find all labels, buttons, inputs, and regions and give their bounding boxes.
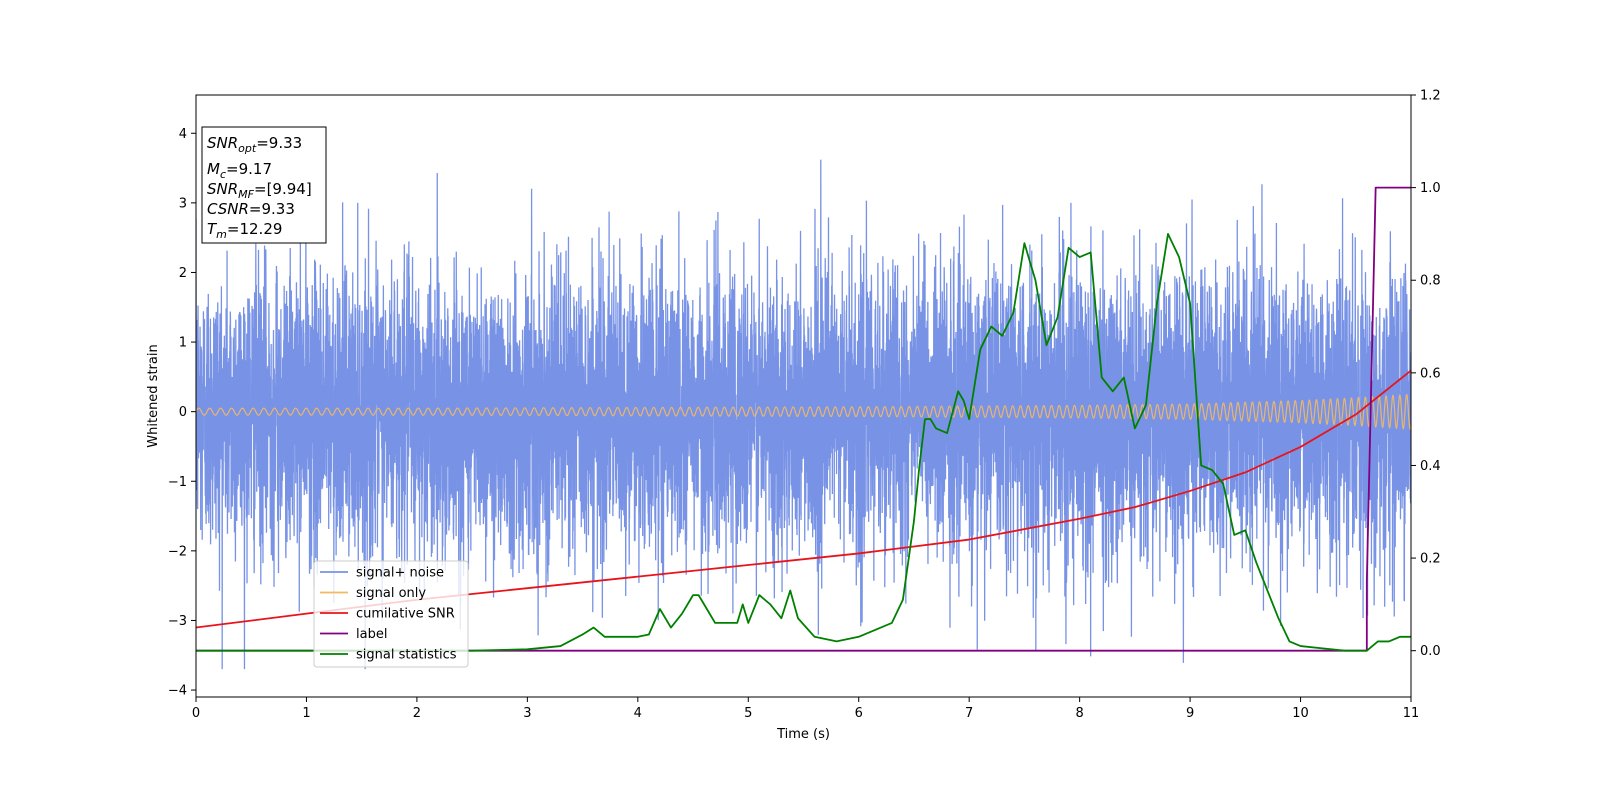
- legend: signal+ noise signal only cumilative SNR la…: [313, 560, 469, 668]
- y-tick-label: 2: [179, 266, 187, 281]
- info-line: Tm=12.29: [207, 220, 282, 241]
- info-symbol: SNR: [207, 180, 238, 198]
- legend-entry-label: cumilative SNR: [356, 607, 455, 622]
- x-tick-label: 2: [413, 706, 421, 721]
- info-symbol: SNR: [207, 134, 238, 152]
- info-line: Mc=9.17: [207, 160, 272, 181]
- info-subscript: m: [216, 228, 227, 241]
- info-value: =9.17: [226, 160, 272, 178]
- legend-frame: [313, 560, 469, 668]
- x-tick-label: 11: [1403, 706, 1420, 721]
- y-tick-label: 3: [179, 196, 187, 211]
- y-tick-label: −1: [168, 475, 187, 490]
- info-subscript: c: [220, 168, 226, 181]
- legend-entry-label: signal statistics: [356, 648, 457, 663]
- y2-tick-label: 0.4: [1420, 459, 1441, 474]
- series-signal-statistics-line: [196, 233, 1411, 652]
- y-tick-label: −2: [168, 544, 187, 559]
- series-signal-noise-line: [196, 159, 1411, 670]
- info-box-frame: [201, 126, 327, 244]
- info-line: SNRMF=[9.94]: [207, 180, 312, 201]
- y2-tick-label: 1.2: [1420, 89, 1441, 104]
- info-value: =9.33: [256, 134, 302, 152]
- x-tick-label: 4: [634, 706, 642, 721]
- x-tick-label: 0: [192, 706, 200, 721]
- legend-entry-label: signal only: [356, 586, 426, 601]
- x-tick-label: 6: [855, 706, 863, 721]
- y2-tick-label: 0.6: [1420, 366, 1441, 381]
- info-line: CSNR=9.33: [207, 200, 295, 218]
- x-tick-label: 3: [523, 706, 531, 721]
- ticks-layer: 0 1 2 3 4 5 6 7 8 9 10 11 −4 −3 −2 −1 0 1 2 3 4 0.0 0.2 0.4 0.6 0…: [168, 89, 1441, 722]
- x-tick-label: 10: [1292, 706, 1309, 721]
- legend-entry-label: label: [356, 627, 387, 642]
- x-tick-label: 1: [302, 706, 310, 721]
- y-tick-label: 0: [179, 405, 187, 420]
- info-value: =9.33: [249, 200, 295, 218]
- y-tick-label: 4: [179, 127, 187, 142]
- info-value: =[9.94]: [254, 180, 312, 198]
- x-axis-label: Time (s): [776, 727, 830, 742]
- y2-tick-label: 0.8: [1420, 274, 1441, 289]
- info-subscript: MF: [238, 188, 254, 201]
- series-label-line: [196, 186, 1411, 652]
- y2-tick-label: 0.2: [1420, 552, 1441, 567]
- y-tick-label: −3: [168, 614, 187, 629]
- info-symbol: CSNR: [207, 200, 249, 218]
- plot-frame: [195, 94, 1412, 698]
- info-symbol: M: [207, 160, 220, 178]
- legend-entry-label: signal+ noise: [356, 566, 444, 581]
- x-tick-label: 7: [965, 706, 973, 721]
- info-value: =12.29: [227, 220, 283, 238]
- series-signal-only-line: [196, 393, 1411, 430]
- y-axis-label: Whitened strain: [146, 344, 161, 447]
- info-subscript: opt: [238, 142, 257, 155]
- y2-tick-label: 0.0: [1420, 644, 1441, 659]
- y-tick-label: 1: [179, 336, 187, 351]
- info-box: SNRopt=9.33Mc=9.17SNRMF=[9.94]CSNR=9.33T…: [201, 126, 327, 244]
- info-line: SNRopt=9.33: [207, 134, 302, 155]
- x-tick-label: 9: [1186, 706, 1194, 721]
- y-tick-label: −4: [168, 684, 187, 699]
- x-tick-label: 5: [744, 706, 752, 721]
- x-tick-label: 8: [1075, 706, 1083, 721]
- info-symbol: T: [207, 220, 218, 238]
- y2-tick-label: 1.0: [1420, 181, 1441, 196]
